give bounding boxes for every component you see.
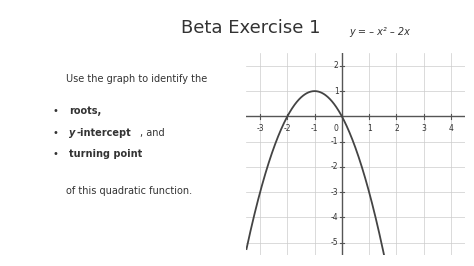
Text: •: •	[52, 128, 58, 138]
Text: 0: 0	[334, 124, 338, 134]
Text: -intercept: -intercept	[77, 128, 132, 138]
Text: -1: -1	[331, 137, 338, 146]
Text: -2: -2	[331, 163, 338, 171]
Text: -3: -3	[256, 124, 264, 134]
Text: •: •	[52, 149, 58, 159]
Text: -1: -1	[311, 124, 319, 134]
Text: 2: 2	[394, 124, 399, 134]
Text: -3: -3	[331, 188, 338, 197]
Text: 1: 1	[367, 124, 372, 134]
Text: of this quadratic function.: of this quadratic function.	[66, 186, 192, 196]
Text: Use the graph to identify the: Use the graph to identify the	[66, 74, 208, 85]
Text: -5: -5	[331, 238, 338, 247]
Text: y: y	[69, 128, 75, 138]
Text: Beta Exercise 1: Beta Exercise 1	[182, 19, 321, 37]
Text: turning point: turning point	[69, 149, 142, 159]
Text: y = – x² – 2x: y = – x² – 2x	[349, 27, 410, 37]
Text: •: •	[52, 106, 58, 117]
Text: -2: -2	[283, 124, 291, 134]
Text: -4: -4	[331, 213, 338, 222]
Text: 1: 1	[334, 87, 338, 95]
Text: β: β	[16, 29, 34, 56]
Text: roots,: roots,	[69, 106, 101, 117]
Text: , and: , and	[140, 128, 164, 138]
Text: 4: 4	[448, 124, 453, 134]
Text: 2: 2	[334, 61, 338, 70]
Text: 3: 3	[421, 124, 426, 134]
